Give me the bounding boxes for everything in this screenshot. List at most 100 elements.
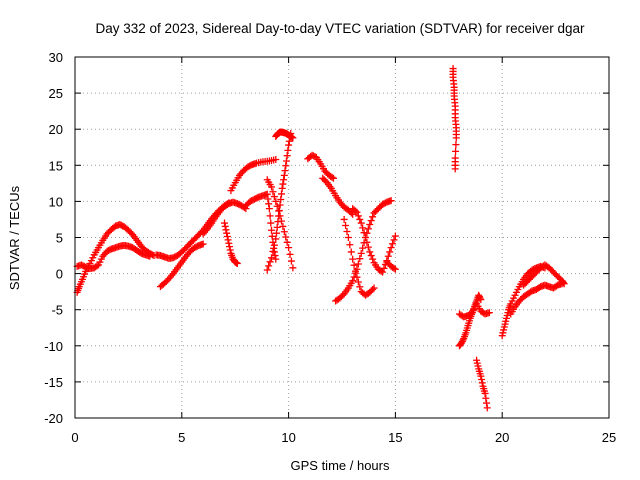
data-point xyxy=(340,215,348,223)
data-point xyxy=(367,252,375,260)
data-point xyxy=(284,146,292,154)
data-point xyxy=(452,147,460,155)
data-point xyxy=(483,404,491,412)
data-point xyxy=(282,162,290,170)
data-point xyxy=(342,221,350,229)
data-point xyxy=(270,244,278,252)
data-point xyxy=(370,284,378,292)
y-tick-label: 0 xyxy=(56,267,63,282)
data-point xyxy=(452,134,460,142)
data-point xyxy=(225,239,233,247)
data-point xyxy=(280,171,288,179)
data-point xyxy=(366,221,374,229)
y-tick-label: -5 xyxy=(51,303,63,318)
data-point xyxy=(282,157,290,165)
series-arc-o xyxy=(340,215,378,299)
chart-title: Day 332 of 2023, Sidereal Day-to-day VTE… xyxy=(96,21,585,36)
data-point xyxy=(285,244,293,252)
data-point xyxy=(482,394,490,402)
data-point xyxy=(559,279,567,287)
data-point xyxy=(268,254,276,262)
data-point xyxy=(233,259,241,267)
data-point xyxy=(93,262,101,270)
data-point xyxy=(271,252,279,260)
data-point xyxy=(273,202,281,210)
data-point xyxy=(467,310,475,318)
data-point xyxy=(352,207,360,215)
data-point xyxy=(485,309,493,317)
data-point xyxy=(459,336,467,344)
data-point xyxy=(221,219,229,227)
x-tick-label: 25 xyxy=(602,430,616,445)
x-tick-label: 15 xyxy=(388,430,402,445)
y-axis-label: SDTVAR / TECUs xyxy=(7,185,22,290)
data-point xyxy=(359,224,367,232)
data-point xyxy=(279,180,287,188)
data-point xyxy=(451,165,459,173)
data-point xyxy=(354,278,362,286)
data-point xyxy=(270,241,278,249)
series-arc-f xyxy=(221,219,241,267)
series-arc-d xyxy=(156,240,207,291)
data-point xyxy=(347,248,355,256)
data-point xyxy=(263,190,271,198)
y-tick-label: -15 xyxy=(44,375,63,390)
data-point xyxy=(357,249,365,257)
series-arc-q xyxy=(383,258,399,273)
data-point xyxy=(272,156,280,164)
series-arc-a xyxy=(73,221,158,296)
data-point xyxy=(265,200,273,208)
data-point xyxy=(364,225,372,233)
y-tick-label: -20 xyxy=(44,411,63,426)
data-point xyxy=(367,217,375,225)
x-tick-label: 0 xyxy=(71,430,78,445)
series-arc-u xyxy=(473,356,491,412)
data-point xyxy=(275,207,283,215)
data-point xyxy=(560,280,568,288)
data-point xyxy=(289,264,297,272)
data-point xyxy=(199,240,207,248)
data-point xyxy=(272,255,280,263)
data-point xyxy=(266,212,274,220)
data-point xyxy=(386,248,394,256)
data-point xyxy=(282,233,290,241)
data-point xyxy=(289,134,297,142)
data-point xyxy=(223,229,231,237)
data-point xyxy=(223,233,231,241)
data-point xyxy=(277,190,285,198)
x-tick-label: 5 xyxy=(178,430,185,445)
y-axis-ticks: -20 -15 -10 -5 0 5 10 15 20 25 30 xyxy=(44,50,609,426)
data-point xyxy=(354,260,362,268)
data-point xyxy=(387,244,395,252)
data-point xyxy=(272,229,280,237)
data-point xyxy=(269,247,277,255)
data-point xyxy=(369,213,377,221)
data-point xyxy=(329,174,337,182)
data-point xyxy=(364,243,372,251)
data-point xyxy=(273,223,281,231)
series-arc-m xyxy=(319,174,357,218)
series-arc-t xyxy=(455,300,493,321)
y-tick-label: 15 xyxy=(49,158,63,173)
data-point xyxy=(269,188,277,196)
series-arc-s xyxy=(455,291,485,350)
data-point xyxy=(452,141,460,149)
data-point xyxy=(279,222,287,230)
data-point xyxy=(226,243,234,251)
data-point xyxy=(270,193,278,201)
data-point xyxy=(280,228,288,236)
data-point xyxy=(478,375,486,383)
series-arc-k xyxy=(263,176,297,272)
series-arc-g xyxy=(227,156,280,195)
data-point xyxy=(286,250,294,258)
data-point xyxy=(380,264,388,272)
data-point xyxy=(390,236,398,244)
data-point xyxy=(389,240,397,248)
data-point xyxy=(384,252,392,260)
data-point xyxy=(277,195,285,203)
data-point xyxy=(354,212,362,220)
data-point xyxy=(267,219,275,227)
data-point xyxy=(361,234,369,241)
data-point xyxy=(328,173,336,181)
